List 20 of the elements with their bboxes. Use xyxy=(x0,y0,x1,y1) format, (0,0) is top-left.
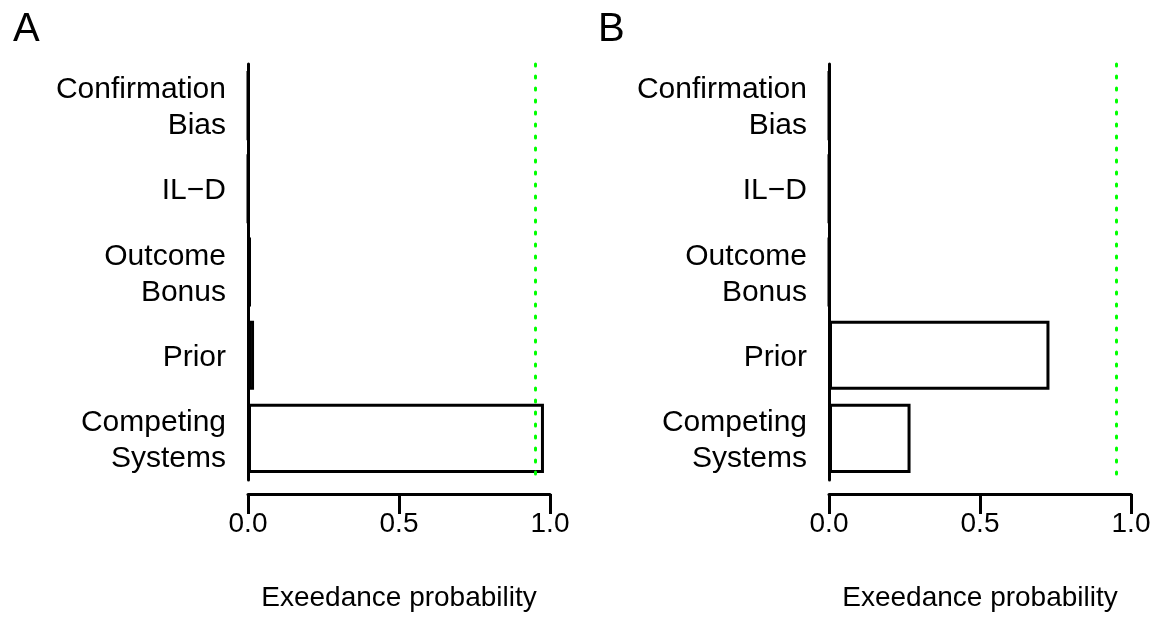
y-tick-label: Outcome Bonus xyxy=(104,237,226,307)
x-tick-label: 1.0 xyxy=(530,506,570,538)
chart-title: B xyxy=(598,5,625,49)
y-tick-label: Confirmation Bias xyxy=(55,71,226,141)
chart-title: A xyxy=(13,5,40,49)
y-tick-label: Prior xyxy=(162,338,227,372)
y-tick-label: Outcome Bonus xyxy=(685,237,807,307)
x-tick-label: 1.0 xyxy=(1111,506,1151,538)
y-tick-label: Confirmation Bias xyxy=(636,71,807,141)
y-tick-label: IL−D xyxy=(161,172,226,206)
y-tick-label: Competing Systems xyxy=(661,403,807,473)
x-tick-label: 0.0 xyxy=(228,506,268,538)
y-tick-label: IL−D xyxy=(742,172,807,206)
x-tick-label: 0.5 xyxy=(379,506,419,538)
x-axis-title: Exeedance probability xyxy=(261,580,537,612)
y-tick-label: Prior xyxy=(743,338,808,372)
x-tick-label: 0.5 xyxy=(960,506,1000,538)
x-tick-label: 0.0 xyxy=(809,506,849,538)
y-tick-label: Competing Systems xyxy=(80,403,226,473)
x-axis-title: Exeedance probability xyxy=(842,580,1118,612)
